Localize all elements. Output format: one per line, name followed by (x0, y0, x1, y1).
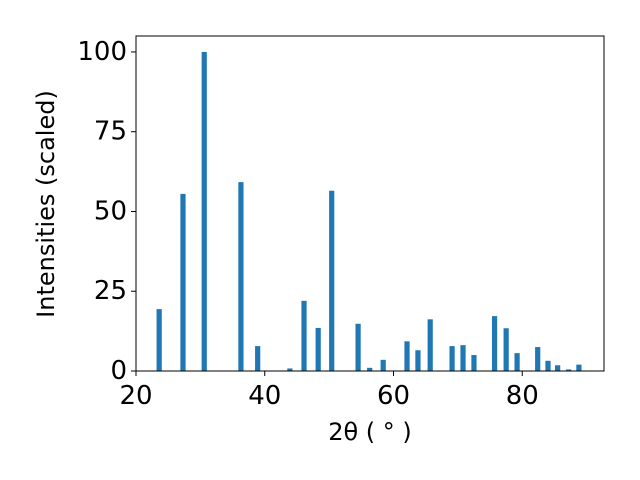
bar (545, 360, 551, 371)
bar (380, 359, 386, 371)
bar (427, 319, 433, 371)
y-tick-label: 100 (77, 37, 127, 67)
bar (329, 190, 335, 371)
bar (514, 353, 520, 371)
bar (355, 323, 361, 371)
bar (460, 345, 466, 371)
bar (180, 193, 186, 371)
bar (576, 364, 582, 371)
bar (471, 355, 477, 371)
bar (301, 300, 307, 371)
bar (238, 182, 244, 371)
x-tick-label: 40 (248, 381, 281, 411)
bar (255, 346, 261, 371)
y-tick-label: 75 (94, 117, 127, 147)
plot-frame (135, 35, 605, 372)
bar (367, 367, 373, 371)
bar (535, 347, 541, 371)
bar (491, 316, 498, 371)
y-tick-label: 50 (94, 196, 127, 226)
bar (565, 369, 572, 371)
y-axis-label: Intensities (scaled) (32, 90, 60, 318)
y-tick-label: 0 (110, 356, 127, 386)
y-tick-label: 25 (94, 276, 127, 306)
x-tick-label: 60 (377, 381, 410, 411)
bar (201, 51, 207, 371)
bar (404, 341, 410, 371)
bar (315, 327, 321, 371)
bar (503, 328, 509, 371)
bar (156, 309, 162, 371)
x-tick-label: 20 (119, 381, 152, 411)
bar (415, 350, 421, 371)
x-axis-label: 2θ ( ° ) (328, 418, 412, 446)
bar (287, 368, 293, 371)
bar (555, 365, 561, 371)
bar (449, 346, 455, 371)
x-tick-label: 80 (506, 381, 539, 411)
